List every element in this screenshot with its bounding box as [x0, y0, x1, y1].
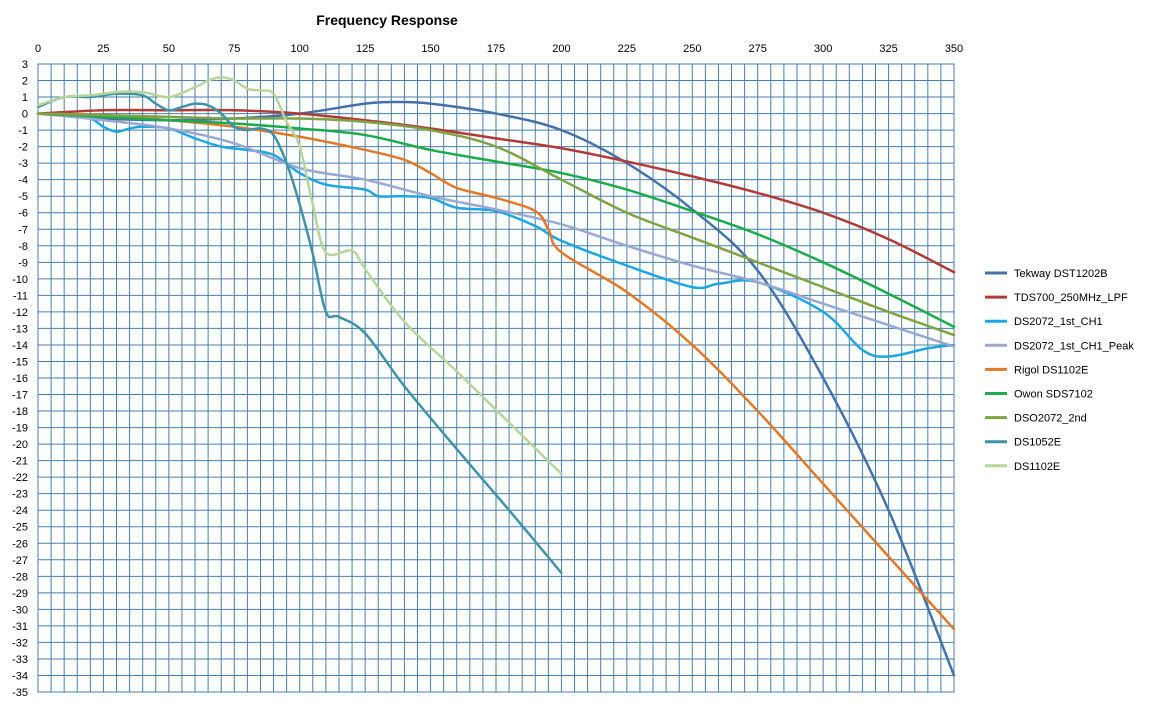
legend-label-tekway-dst1202b: Tekway DST1202B [1014, 268, 1108, 280]
y-tick-label: -17 [12, 390, 28, 402]
y-tick-label: 3 [22, 59, 28, 71]
legend-label-ds1052e: DS1052E [1014, 437, 1061, 449]
legend-label-ds2072-1st-ch1: DS2072_1st_CH1 [1014, 316, 1103, 328]
y-tick-label: 1 [22, 92, 28, 104]
series-line-tds700-250mhz-lpf [36, 108, 956, 274]
legend: Tekway DST1202B TDS700_250MHz_LPF DS2072_1… [985, 268, 1134, 473]
grid-lines [37, 63, 955, 693]
legend-label-rigol-ds1102e: Rigol DS1102E [1014, 364, 1088, 376]
y-tick-label: -5 [18, 191, 28, 203]
y-tick-label: -23 [12, 489, 28, 501]
y-tick-label: -9 [18, 257, 28, 269]
y-tick-label: -16 [12, 373, 28, 385]
y-tick-label: -12 [12, 307, 28, 319]
y-tick-label: -2 [18, 142, 28, 154]
y-tick-label: -4 [18, 175, 28, 187]
y-tick-label: -6 [18, 208, 28, 220]
y-tick-label: -34 [12, 670, 28, 682]
plot-area-border [37, 63, 955, 693]
x-tick-label: 75 [228, 43, 240, 55]
y-tick-label: -24 [12, 505, 28, 517]
y-tick-label: -10 [12, 274, 28, 286]
x-tick-label: 275 [749, 43, 767, 55]
y-tick-label: -13 [12, 323, 28, 335]
x-tick-label: 350 [945, 43, 963, 55]
y-tick-label: -25 [12, 522, 28, 534]
x-tick-label: 250 [683, 43, 701, 55]
y-tick-label: -19 [12, 423, 28, 435]
y-tick-label: -29 [12, 588, 28, 600]
legend-label-ds1102e: DS1102E [1014, 461, 1060, 473]
y-tick-label: -8 [18, 241, 28, 253]
x-tick-label: 200 [552, 43, 570, 55]
y-tick-label: -14 [12, 340, 28, 352]
legend-label-dso2072-2nd: DSO2072_2nd [1014, 413, 1087, 425]
series-line-dso2072-2nd [36, 112, 956, 337]
chart-title: Frequency Response [316, 12, 458, 28]
x-tick-label: 125 [356, 43, 374, 55]
y-tick-label: -1 [18, 125, 28, 137]
y-tick-label: -11 [13, 290, 28, 302]
y-tick-label: 2 [22, 76, 28, 88]
x-tick-label: 300 [814, 43, 832, 55]
series-line-ds1102e [36, 75, 563, 476]
y-tick-label: -22 [12, 472, 28, 484]
y-tick-label: 0 [22, 109, 28, 121]
x-tick-label: 25 [97, 43, 109, 55]
x-tick-label: 0 [35, 43, 41, 55]
y-tick-label: -32 [12, 637, 28, 649]
x-tick-label: 150 [421, 43, 439, 55]
y-tick-label: -20 [12, 439, 28, 451]
y-tick-label: -3 [18, 158, 28, 170]
series-lines [36, 75, 956, 677]
x-tick-label: 175 [487, 43, 505, 55]
y-tick-label: -18 [12, 406, 28, 418]
series-line-ds2072-1st-ch1-peak [36, 112, 956, 348]
y-tick-label: -15 [12, 356, 28, 368]
legend-label-ds2072-1st-ch1-peak: DS2072_1st_CH1_Peak [1014, 340, 1134, 352]
y-tick-label: -21 [12, 456, 28, 468]
y-tick-label: -30 [12, 604, 28, 616]
series-line-owon-sds7102 [36, 112, 956, 329]
y-tick-label: -31 [12, 621, 28, 633]
tick-labels: 3 2 1 0 -1 -2 -3 -4 -5 -6 -7 -8 -9 -10 -11 -12 -13 -14 -15… [12, 43, 963, 699]
legend-label-owon-sds7102: Owon SDS7102 [1014, 389, 1093, 401]
y-tick-label: -28 [12, 571, 28, 583]
legend-label-tds700-250mhz-lpf: TDS700_250MHz_LPF [1014, 292, 1128, 304]
x-tick-label: 50 [163, 43, 175, 55]
y-tick-label: -33 [12, 654, 28, 666]
x-tick-label: 225 [618, 43, 636, 55]
x-tick-label: 100 [291, 43, 309, 55]
x-tick-label: 325 [879, 43, 897, 55]
series-line-ds1052e [36, 92, 563, 575]
y-tick-label: -27 [12, 555, 28, 567]
y-tick-label: -7 [18, 224, 28, 236]
y-tick-label: -26 [12, 538, 28, 550]
y-tick-label: -35 [12, 687, 28, 699]
